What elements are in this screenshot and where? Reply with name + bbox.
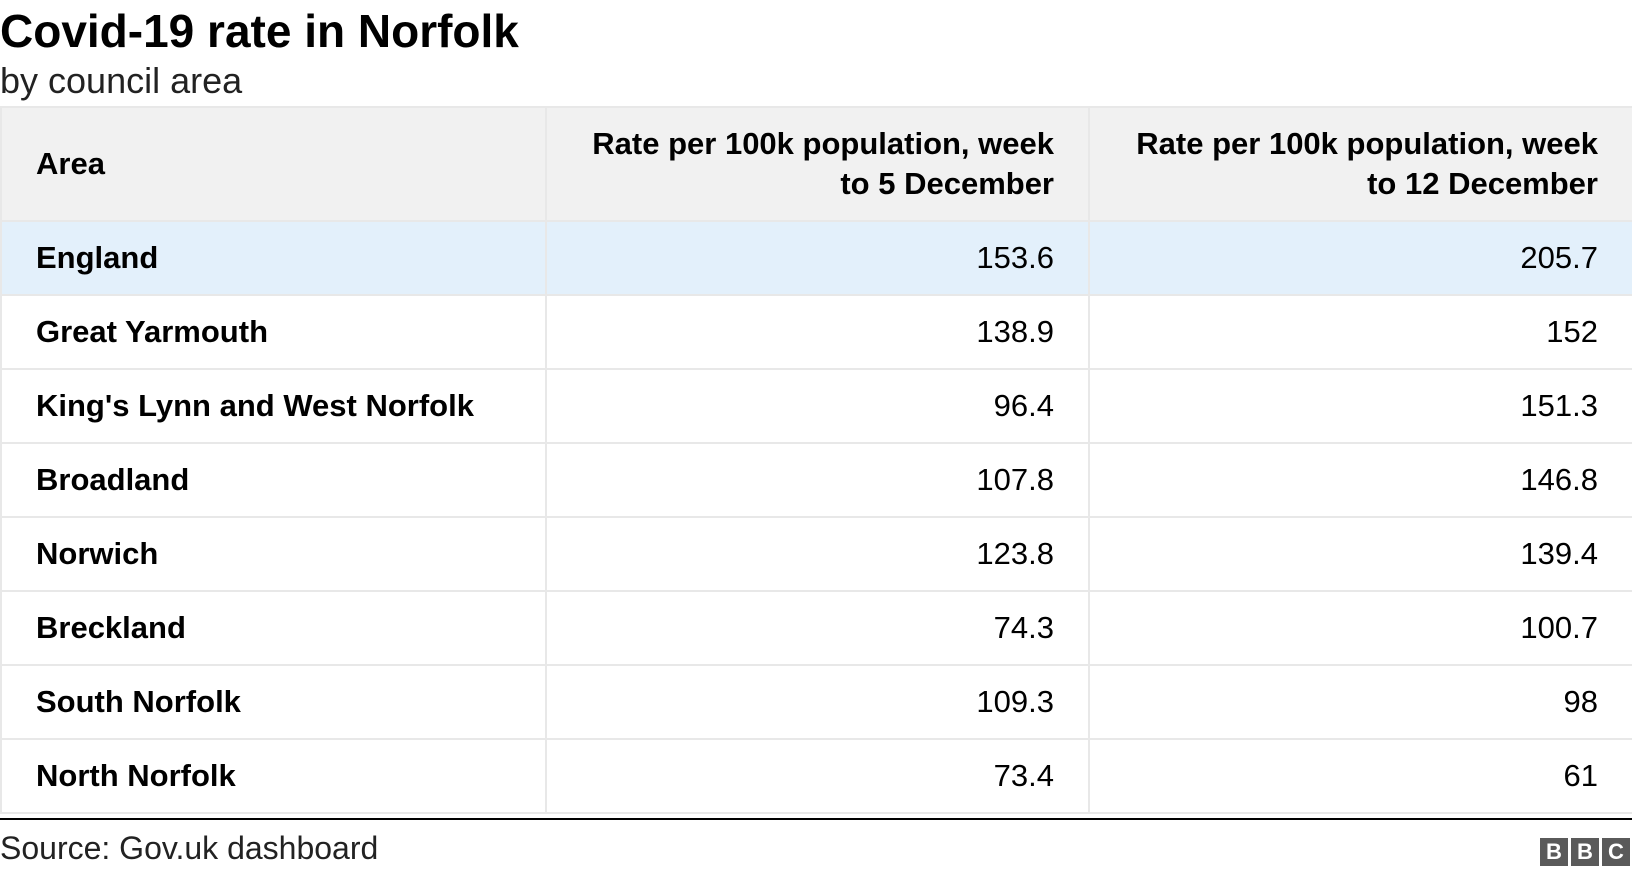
data-table: Area Rate per 100k population, week to 5… bbox=[0, 106, 1632, 814]
rate-week-12-december-cell: 139.4 bbox=[1088, 516, 1632, 592]
bbc-logo-letter: C bbox=[1602, 838, 1630, 866]
area-cell: Norwich bbox=[0, 516, 547, 592]
column-header-week-5-december: Rate per 100k population, week to 5 Dece… bbox=[545, 106, 1090, 222]
rate-week-12-december-cell: 151.3 bbox=[1088, 368, 1632, 444]
area-cell: South Norfolk bbox=[0, 664, 547, 740]
chart-subtitle: by council area bbox=[0, 60, 243, 101]
rate-week-12-december-cell: 146.8 bbox=[1088, 442, 1632, 518]
rate-week-5-december-cell: 107.8 bbox=[545, 442, 1090, 518]
chart-title: Covid-19 rate in Norfolk bbox=[0, 5, 519, 57]
rate-week-5-december-cell: 153.6 bbox=[545, 220, 1090, 296]
table-row: Norwich 123.8 139.4 bbox=[0, 516, 1632, 592]
table-header-row: Area Rate per 100k population, week to 5… bbox=[0, 106, 1632, 222]
table-row: South Norfolk 109.3 98 bbox=[0, 664, 1632, 740]
table-row: Breckland 74.3 100.7 bbox=[0, 590, 1632, 666]
rate-week-12-december-cell: 98 bbox=[1088, 664, 1632, 740]
table-row: Great Yarmouth 138.9 152 bbox=[0, 294, 1632, 370]
rate-week-5-december-cell: 109.3 bbox=[545, 664, 1090, 740]
source-note: Source: Gov.uk dashboard bbox=[0, 830, 379, 866]
rate-week-12-december-cell: 152 bbox=[1088, 294, 1632, 370]
rate-week-5-december-cell: 138.9 bbox=[545, 294, 1090, 370]
table-row: North Norfolk 73.4 61 bbox=[0, 738, 1632, 814]
table-row: England 153.6 205.7 bbox=[0, 220, 1632, 296]
area-cell: Great Yarmouth bbox=[0, 294, 547, 370]
rate-week-5-december-cell: 123.8 bbox=[545, 516, 1090, 592]
rate-week-12-december-cell: 205.7 bbox=[1088, 220, 1632, 296]
table-body: England 153.6 205.7 Great Yarmouth 138.9 152 K… bbox=[0, 220, 1632, 814]
bbc-logo-letter: B bbox=[1540, 838, 1568, 866]
area-cell: North Norfolk bbox=[0, 738, 547, 814]
rate-week-12-december-cell: 100.7 bbox=[1088, 590, 1632, 666]
table-row: Broadland 107.8 146.8 bbox=[0, 442, 1632, 518]
bbc-logo-letter: B bbox=[1571, 838, 1599, 866]
column-header-area: Area bbox=[0, 106, 547, 222]
area-cell: Breckland bbox=[0, 590, 547, 666]
area-cell: Broadland bbox=[0, 442, 547, 518]
table-row: King's Lynn and West Norfolk 96.4 151.3 bbox=[0, 368, 1632, 444]
column-header-week-12-december: Rate per 100k population, week to 12 Dec… bbox=[1088, 106, 1632, 222]
rate-week-5-december-cell: 96.4 bbox=[545, 368, 1090, 444]
footer-divider bbox=[0, 818, 1632, 820]
rate-week-5-december-cell: 74.3 bbox=[545, 590, 1090, 666]
rate-week-12-december-cell: 61 bbox=[1088, 738, 1632, 814]
area-cell: England bbox=[0, 220, 547, 296]
area-cell: King's Lynn and West Norfolk bbox=[0, 368, 547, 444]
bbc-logo: B B C bbox=[1540, 838, 1630, 866]
rate-week-5-december-cell: 73.4 bbox=[545, 738, 1090, 814]
